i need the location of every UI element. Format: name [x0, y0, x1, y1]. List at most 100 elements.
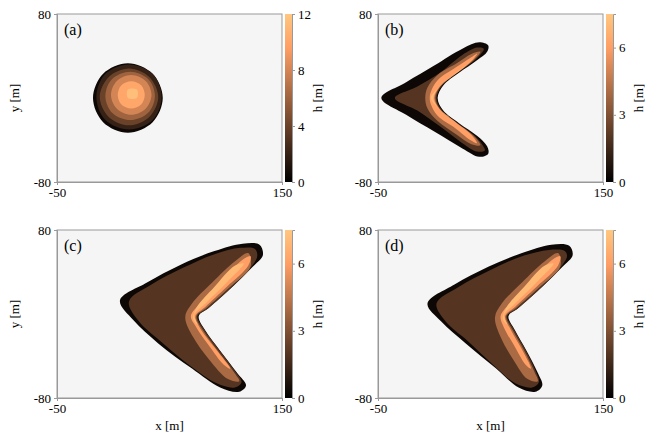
colorbar-title: h [m]	[631, 84, 646, 113]
colorbar-tick: 4	[292, 119, 305, 134]
x-tick: 150	[273, 398, 293, 416]
y-tick: -80	[355, 391, 378, 406]
colorbar	[606, 14, 613, 182]
contour-level	[193, 263, 244, 324]
colorbar-axis-line	[614, 15, 617, 183]
colorbar-tick-label: 8	[298, 63, 305, 78]
figure: -50150-8080(a)y [m]04812h [m]-50150-8080…	[0, 0, 660, 440]
plot-frame	[378, 14, 603, 182]
y-axis-line	[54, 15, 58, 183]
y-tick-label: 80	[359, 7, 372, 22]
colorbar-tick-mark	[613, 331, 616, 332]
colorbar-tick: 0	[613, 391, 626, 406]
plot-frame	[57, 230, 282, 398]
x-tick-label: -50	[370, 185, 387, 200]
contour-level	[436, 250, 567, 388]
colorbar-axis-line	[293, 231, 296, 399]
colorbar-tick-label: 0	[298, 175, 305, 190]
x-tick-label: -50	[49, 185, 66, 200]
x-tick: -50	[49, 398, 66, 416]
colorbar-tick-label: 6	[619, 40, 626, 55]
colorbar	[285, 14, 292, 182]
colorbar-axis: 0 3 6	[613, 15, 626, 190]
contour-level	[127, 89, 138, 100]
x-tick-label: 150	[594, 185, 614, 200]
colorbar-tick-mark	[292, 331, 295, 332]
contour-level	[495, 253, 561, 382]
plot-area	[120, 243, 263, 392]
colorbar-tick: 8	[292, 63, 305, 78]
colorbar-tick: 3	[613, 107, 626, 122]
colorbar-title: h [m]	[310, 300, 325, 329]
x-tick-label: 150	[273, 401, 293, 416]
y-tick: -80	[34, 175, 57, 190]
contour-level	[111, 75, 152, 115]
y-axis-title: y [m]	[7, 84, 22, 113]
panel-label: (c)	[64, 237, 82, 255]
colorbar-tick-label: 3	[619, 323, 626, 338]
colorbar-tick-label: 0	[619, 175, 626, 190]
colorbar-axis-line	[614, 231, 617, 399]
colorbar-tick-label: 4	[298, 119, 305, 134]
colorbar-tick-label: 0	[619, 391, 626, 406]
plot-background	[57, 230, 282, 398]
plot-background	[57, 14, 282, 182]
colorbar-tick: 12	[292, 7, 311, 22]
colorbar-tick-mark	[292, 70, 295, 71]
contour-level	[191, 256, 251, 369]
colorbar-tick-mark	[613, 398, 616, 399]
colorbar-tick: 0	[292, 175, 305, 190]
y-tick-label: 80	[359, 223, 372, 238]
y-tick-label: -80	[355, 175, 372, 190]
y-axis: -8080	[34, 223, 58, 406]
x-tick: 150	[594, 398, 614, 416]
x-axis: -50150	[370, 398, 613, 416]
y-tick-label: 80	[38, 7, 51, 22]
y-tick-mark	[54, 230, 57, 231]
colorbar-tick-mark	[292, 14, 295, 15]
colorbar-axis-line	[293, 15, 296, 183]
contour-level	[100, 69, 159, 126]
y-tick: 80	[359, 223, 378, 238]
y-axis-line	[375, 15, 379, 183]
colorbar-tick-mark	[613, 264, 616, 265]
panel: -50150-8080(d)x [m]036h [m]	[355, 223, 646, 433]
colorbar-tick-label: 12	[298, 7, 311, 22]
plot-background	[378, 14, 603, 182]
y-tick-mark	[375, 230, 378, 231]
y-tick-mark	[375, 398, 378, 399]
y-tick-label: -80	[34, 391, 51, 406]
contour-level	[381, 42, 488, 156]
colorbar-tick: 3	[292, 323, 305, 338]
contour-level	[93, 63, 163, 132]
contour-level	[501, 256, 561, 369]
contour-level	[105, 72, 155, 120]
colorbar-axis: 0 4 8 12	[292, 7, 311, 190]
colorbar-axis: 036	[292, 231, 305, 406]
colorbar-tick-mark	[292, 398, 295, 399]
y-tick-label: -80	[355, 391, 372, 406]
contour-level	[118, 81, 145, 108]
y-tick: -80	[34, 391, 57, 406]
panel-label: (a)	[64, 21, 82, 39]
x-axis-title: x [m]	[476, 418, 505, 433]
y-axis: -80 80	[34, 7, 58, 190]
x-tick: -50	[370, 182, 387, 200]
y-tick-mark	[54, 398, 57, 399]
x-tick-label: -50	[49, 401, 66, 416]
colorbar-tick: 3	[613, 323, 626, 338]
panel-label: (d)	[385, 237, 404, 255]
contour-level	[431, 58, 473, 118]
y-axis: -80 80	[355, 223, 379, 406]
x-tick: 150	[594, 182, 614, 200]
x-tick: 150	[273, 182, 293, 200]
plot-frame	[57, 14, 282, 182]
y-tick-mark	[375, 14, 378, 15]
y-tick-mark	[54, 182, 57, 183]
colorbar-tick-label: 6	[619, 256, 626, 271]
colorbar-tick-label: 3	[298, 323, 305, 338]
x-axis-line	[379, 183, 604, 186]
colorbar-axis: 0 3 6	[613, 231, 626, 406]
colorbar-tick: 6	[292, 256, 305, 271]
colorbar-title: h [m]	[310, 84, 325, 113]
